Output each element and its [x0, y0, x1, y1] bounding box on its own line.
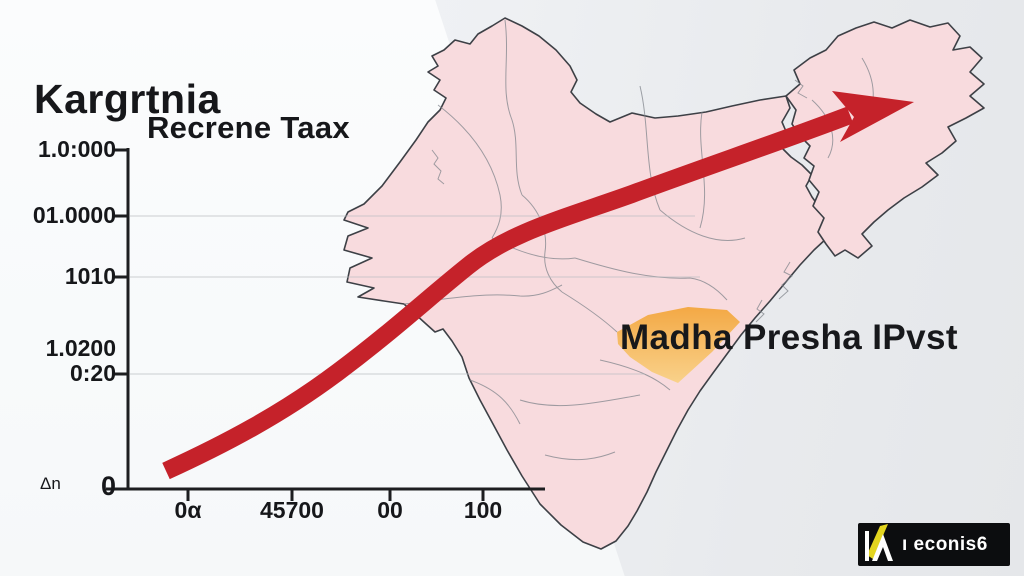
y-tick-label: 0:20: [69, 360, 116, 386]
highlighted-state: [617, 307, 740, 383]
y-tick-label: 1010: [64, 263, 116, 289]
gridlines: [130, 215, 700, 375]
logo-text: ı econis6: [902, 533, 988, 555]
y-tick-label: 1.0:000: [37, 136, 116, 162]
axis-corner-note: Δn: [40, 474, 61, 493]
map-region-label: Madha Presha IPvst: [620, 318, 958, 357]
trend-arrowhead: [832, 91, 914, 142]
y-tick-label: 1.0200: [45, 335, 116, 361]
trend-arrow: [162, 91, 914, 480]
x-tick-label: 00: [377, 497, 403, 523]
axes: [106, 148, 545, 501]
india-map: [343, 17, 985, 550]
y-tick-label: 0: [100, 471, 116, 501]
x-tick-label: 0α: [174, 497, 202, 523]
chart-title: Kargrtnia: [34, 76, 221, 122]
x-tick-label: 100: [463, 497, 503, 523]
watermark-logo: ı econis6: [858, 523, 1010, 566]
y-tick-label: 01.0000: [32, 202, 116, 228]
x-tick-label: 45700: [260, 497, 324, 523]
chart-subtitle: Recrene Taax: [147, 110, 350, 145]
logo-mark-icon: [865, 524, 893, 561]
